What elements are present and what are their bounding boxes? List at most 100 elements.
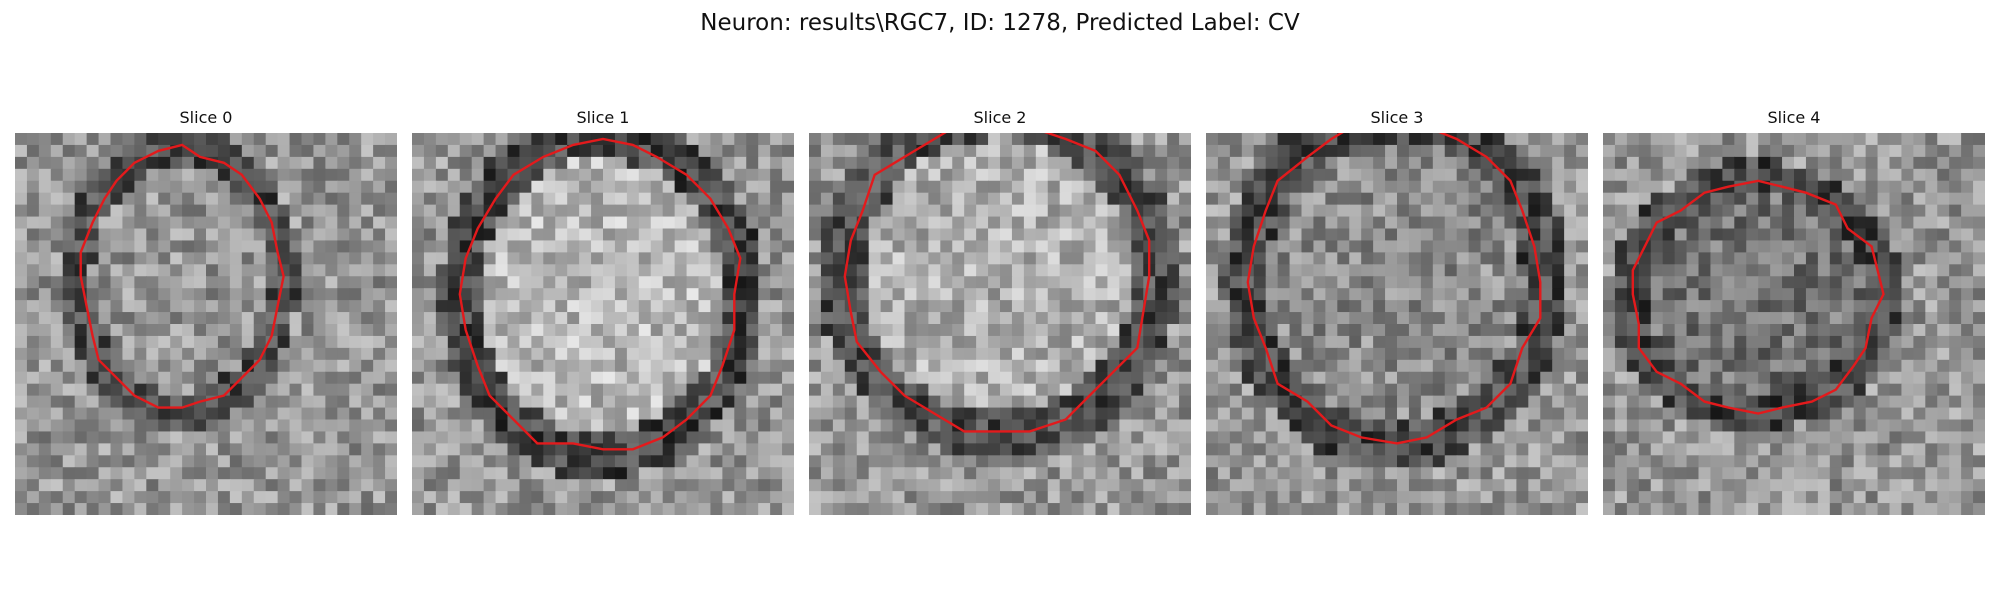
pixel [15,229,28,242]
pixel [651,133,664,146]
pixel [1385,133,1398,146]
pixel [373,217,386,230]
pixel [194,348,207,361]
pixel [893,193,906,206]
pixel [63,467,76,480]
pixel [639,467,652,480]
pixel [170,240,183,253]
pixel [893,372,906,385]
pixel [1878,193,1891,206]
pixel [436,157,449,170]
pixel [254,276,267,289]
pixel [337,181,350,194]
pixel [1385,181,1398,194]
pixel [385,312,397,325]
pixel [531,229,544,242]
pixel [675,252,688,265]
pixel [881,431,894,444]
pixel [412,443,425,456]
pixel [75,491,88,504]
pixel [893,169,906,182]
pixel [349,205,362,218]
pixel [1337,312,1350,325]
pixel [1048,503,1061,515]
pixel [1913,133,1926,146]
pixel [158,288,171,301]
pixel [51,288,64,301]
pixel [845,181,858,194]
pixel [242,372,255,385]
pixel [857,145,870,158]
pixel [1072,455,1085,468]
pixel [519,455,532,468]
pixel [857,252,870,265]
pixel [134,229,147,242]
pixel [1961,443,1974,456]
pixel [722,169,735,182]
pixel [1770,145,1783,158]
pixel [1794,229,1807,242]
pixel [952,372,965,385]
pixel [1746,205,1759,218]
pixel [1913,312,1926,325]
pixel [1528,157,1541,170]
pixel [988,384,1001,397]
pixel [182,181,195,194]
pixel [1385,348,1398,361]
pixel [27,491,40,504]
pixel [1072,217,1085,230]
pixel [1278,181,1291,194]
pixel [170,372,183,385]
pixel [1758,348,1771,361]
pixel [821,264,834,277]
pixel [1564,360,1577,373]
pixel [146,276,159,289]
pixel [1699,288,1712,301]
pixel [758,491,771,504]
pixel [1734,300,1747,313]
pixel [675,145,688,158]
pixel [758,420,771,433]
pixel [1206,157,1219,170]
pixel [821,443,834,456]
pixel [675,240,688,253]
pixel [1096,503,1109,515]
pixel [1218,384,1231,397]
pixel [1516,384,1529,397]
pixel [1576,503,1588,515]
pixel [1854,217,1867,230]
pixel [1925,312,1938,325]
pixel [687,384,700,397]
pixel [567,300,580,313]
pixel [206,384,219,397]
pixel [821,276,834,289]
pixel [508,205,521,218]
pixel [1469,467,1482,480]
pixel [1663,396,1676,409]
pixel [1949,396,1962,409]
pixel [1131,348,1144,361]
pixel [170,181,183,194]
pixel [1397,455,1410,468]
pixel [496,324,509,337]
pixel [1096,193,1109,206]
pixel [1254,181,1267,194]
pixel [51,205,64,218]
pixel [1230,372,1243,385]
pixel [1663,169,1676,182]
pixel [349,348,362,361]
pixel [881,467,894,480]
pixel [651,420,664,433]
pixel [579,324,592,337]
pixel [1349,217,1362,230]
pixel [821,408,834,421]
pixel [1048,360,1061,373]
pixel [940,240,953,253]
pixel [460,384,473,397]
pixel [158,264,171,277]
pixel [591,300,604,313]
pixel [448,396,461,409]
pixel [182,252,195,265]
pixel [1687,157,1700,170]
pixel [964,336,977,349]
